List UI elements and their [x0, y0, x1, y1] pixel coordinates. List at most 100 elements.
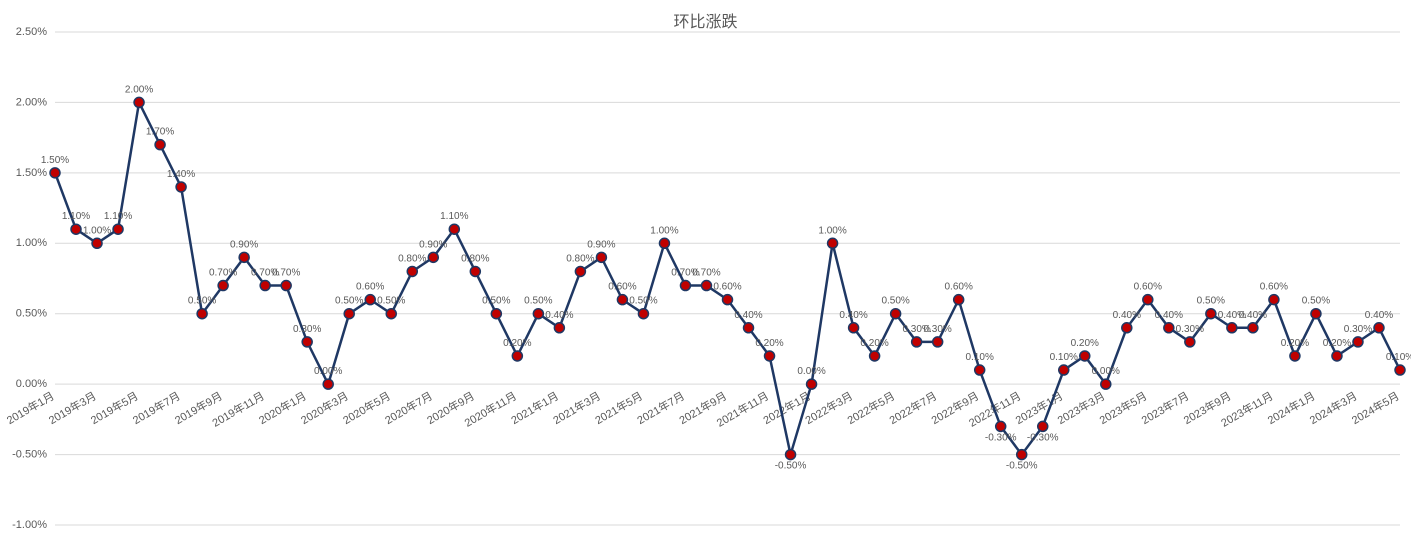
chart-container: 环比涨跌 -1.00%-0.50%0.00%0.50%1.00%1.50%2.0… [0, 0, 1411, 545]
data-marker [680, 281, 690, 291]
chart-svg: -1.00%-0.50%0.00%0.50%1.00%1.50%2.00%2.5… [0, 0, 1411, 545]
data-marker [239, 252, 249, 262]
data-marker [407, 266, 417, 276]
data-label: 1.10% [62, 211, 90, 222]
data-label: 0.50% [1197, 296, 1225, 307]
data-marker [71, 224, 81, 234]
data-marker [1269, 295, 1279, 305]
data-marker [302, 337, 312, 347]
data-marker [1206, 309, 1216, 319]
data-label: 1.50% [41, 155, 69, 166]
data-label: -0.30% [985, 432, 1017, 443]
x-tick-label: 2024年5月 [1349, 389, 1402, 427]
data-label: 2.00% [125, 84, 153, 95]
data-label: 0.70% [272, 268, 300, 279]
y-tick-label: 0.50% [16, 308, 47, 320]
data-label: 1.00% [818, 225, 846, 236]
data-marker [975, 365, 985, 375]
data-label: 0.40% [545, 310, 573, 321]
data-label: 1.10% [104, 211, 132, 222]
data-label: 0.50% [335, 296, 363, 307]
data-marker [1101, 379, 1111, 389]
data-marker [449, 224, 459, 234]
data-label: 0.20% [1071, 338, 1099, 349]
y-tick-label: -1.00% [12, 519, 47, 531]
data-marker [933, 337, 943, 347]
data-label: 0.90% [419, 239, 447, 250]
data-label: 0.40% [1239, 310, 1267, 321]
data-marker [954, 295, 964, 305]
data-marker [323, 379, 333, 389]
data-marker [1290, 351, 1300, 361]
data-marker [744, 323, 754, 333]
data-label: 0.80% [398, 253, 426, 264]
data-marker [92, 238, 102, 248]
data-marker [197, 309, 207, 319]
data-marker [701, 281, 711, 291]
data-marker [491, 309, 501, 319]
data-label: 0.10% [1050, 352, 1078, 363]
data-marker [1080, 351, 1090, 361]
data-label: 0.70% [209, 268, 237, 279]
data-label: 0.60% [608, 282, 636, 293]
data-label: 1.40% [167, 169, 195, 180]
data-marker [807, 379, 817, 389]
data-label: 0.50% [1302, 296, 1330, 307]
data-label: 0.20% [503, 338, 531, 349]
data-label: 0.30% [1176, 324, 1204, 335]
data-label: 0.90% [587, 239, 615, 250]
data-marker [996, 421, 1006, 431]
data-marker [512, 351, 522, 361]
data-marker [533, 309, 543, 319]
y-tick-label: 1.50% [16, 167, 47, 179]
data-marker [723, 295, 733, 305]
data-label: 1.00% [650, 225, 678, 236]
data-label: 0.80% [461, 253, 489, 264]
data-label: 0.30% [293, 324, 321, 335]
data-marker [1395, 365, 1405, 375]
data-marker [1122, 323, 1132, 333]
data-marker [1143, 295, 1153, 305]
data-marker [1332, 351, 1342, 361]
data-label: -0.50% [775, 461, 807, 472]
data-label: 0.20% [860, 338, 888, 349]
data-marker [554, 323, 564, 333]
data-marker [1017, 450, 1027, 460]
data-marker [828, 238, 838, 248]
data-marker [659, 238, 669, 248]
data-marker [281, 281, 291, 291]
data-label: 0.70% [692, 268, 720, 279]
data-marker [786, 450, 796, 460]
data-marker [596, 252, 606, 262]
data-label: 0.20% [755, 338, 783, 349]
y-tick-label: 2.00% [16, 96, 47, 108]
data-marker [1185, 337, 1195, 347]
data-label: 0.30% [1344, 324, 1372, 335]
data-marker [470, 266, 480, 276]
data-label: 0.50% [482, 296, 510, 307]
data-label: 1.10% [440, 211, 468, 222]
y-tick-label: 1.00% [16, 237, 47, 249]
data-label: 0.20% [1323, 338, 1351, 349]
data-marker [344, 309, 354, 319]
data-label: 0.50% [188, 296, 216, 307]
data-label: 0.90% [230, 239, 258, 250]
data-label: 0.60% [944, 282, 972, 293]
data-marker [365, 295, 375, 305]
data-marker [260, 281, 270, 291]
data-marker [1164, 323, 1174, 333]
data-marker [428, 252, 438, 262]
data-marker [1311, 309, 1321, 319]
data-label: 0.10% [1386, 352, 1411, 363]
data-label: 0.10% [966, 352, 994, 363]
data-marker [1374, 323, 1384, 333]
data-marker [891, 309, 901, 319]
data-label: 0.40% [1155, 310, 1183, 321]
data-marker [386, 309, 396, 319]
chart-title: 环比涨跌 [0, 8, 1411, 32]
data-label: 0.60% [1260, 282, 1288, 293]
data-label: 0.00% [797, 366, 825, 377]
data-label: -0.50% [1006, 461, 1038, 472]
data-marker [912, 337, 922, 347]
y-tick-label: -0.50% [12, 448, 47, 460]
